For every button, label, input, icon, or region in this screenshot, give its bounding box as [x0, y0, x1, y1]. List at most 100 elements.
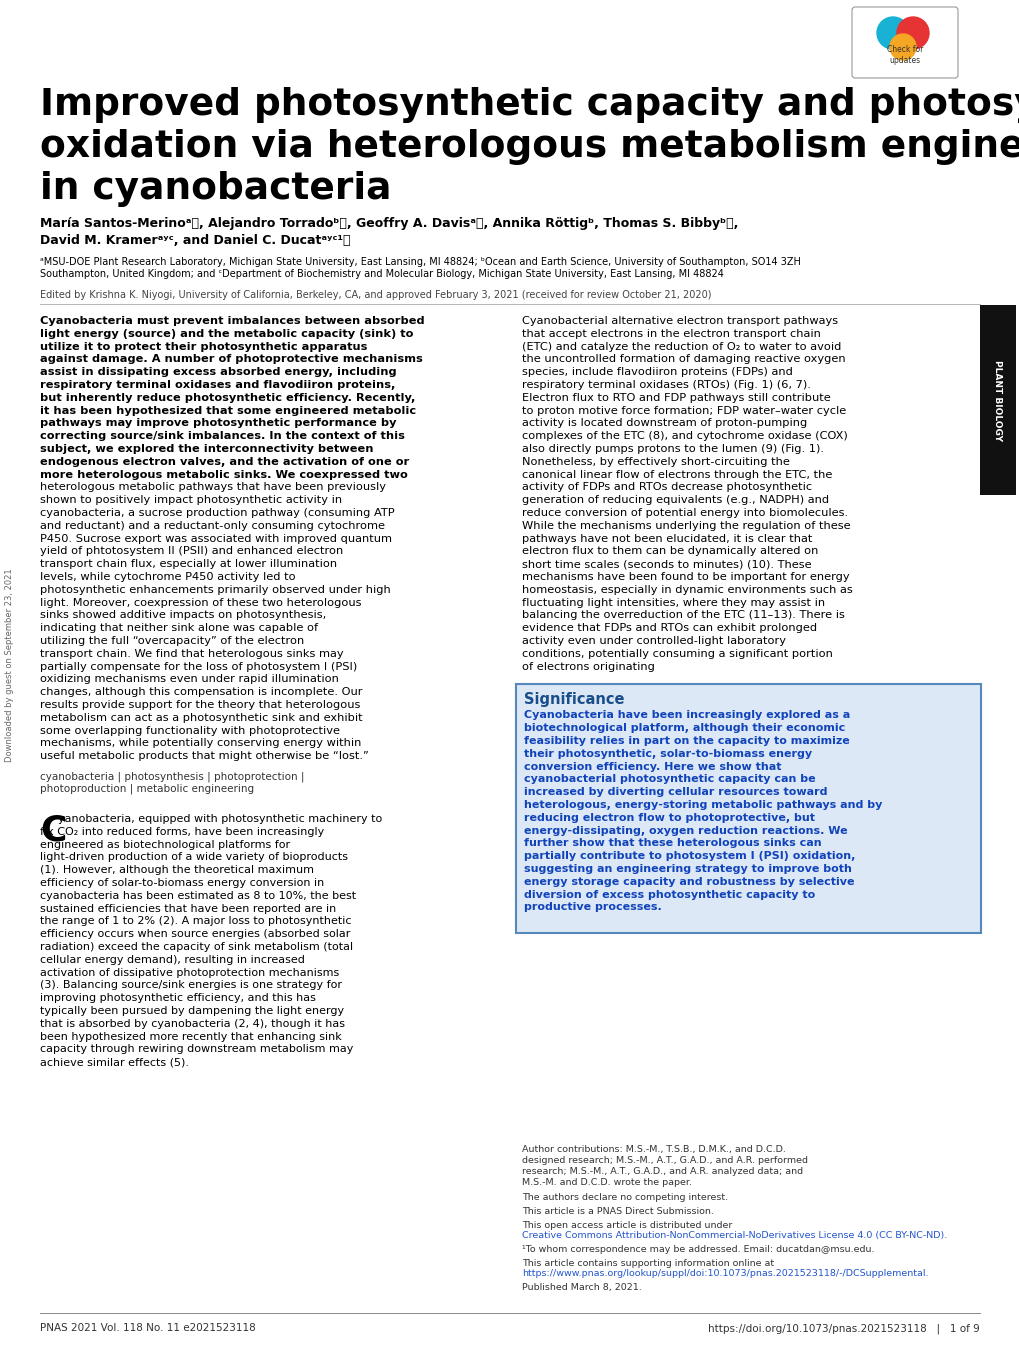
- Text: against damage. A number of photoprotective mechanisms: against damage. A number of photoprotect…: [40, 355, 422, 364]
- Text: cyanobacteria | photosynthesis | photoprotection |: cyanobacteria | photosynthesis | photopr…: [40, 773, 305, 782]
- Text: shown to positively impact photosynthetic activity in: shown to positively impact photosyntheti…: [40, 495, 341, 505]
- Text: research; M.S.-M., A.T., G.A.D., and A.R. analyzed data; and: research; M.S.-M., A.T., G.A.D., and A.R…: [522, 1167, 802, 1177]
- Text: mechanisms, while potentially conserving energy within: mechanisms, while potentially conserving…: [40, 738, 361, 748]
- Text: utilize it to protect their photosynthetic apparatus: utilize it to protect their photosynthet…: [40, 341, 367, 352]
- Text: biotechnological platform, although their economic: biotechnological platform, although thei…: [524, 723, 845, 733]
- Text: balancing the overreduction of the ETC (11–13). There is: balancing the overreduction of the ETC (…: [522, 610, 844, 621]
- Text: to proton motive force formation; FDP water–water cycle: to proton motive force formation; FDP wa…: [522, 405, 846, 415]
- Text: Published March 8, 2021.: Published March 8, 2021.: [522, 1283, 641, 1293]
- Text: more heterologous metabolic sinks. We coexpressed two: more heterologous metabolic sinks. We co…: [40, 470, 408, 479]
- Text: useful metabolic products that might otherwise be “lost.”: useful metabolic products that might oth…: [40, 751, 369, 762]
- Text: Creative Commons Attribution-NonCommercial-NoDerivatives License 4.0 (CC BY-NC-N: Creative Commons Attribution-NonCommerci…: [522, 1231, 947, 1239]
- Text: oxidizing mechanisms even under rapid illumination: oxidizing mechanisms even under rapid il…: [40, 674, 338, 684]
- Text: it has been hypothesized that some engineered metabolic: it has been hypothesized that some engin…: [40, 405, 416, 415]
- Text: but inherently reduce photosynthetic efficiency. Recently,: but inherently reduce photosynthetic eff…: [40, 393, 415, 403]
- Text: metabolism can act as a photosynthetic sink and exhibit: metabolism can act as a photosynthetic s…: [40, 713, 363, 723]
- FancyBboxPatch shape: [851, 7, 957, 78]
- Text: the range of 1 to 2% (2). A major loss to photosynthetic: the range of 1 to 2% (2). A major loss t…: [40, 916, 352, 927]
- Circle shape: [890, 34, 915, 60]
- Text: María Santos-Merinoᵃⓘ, Alejandro Torradoᵇⓘ, Geoffry A. Davisᵃⓘ, Annika Röttigᵇ, : María Santos-Merinoᵃⓘ, Alejandro Torrado…: [40, 217, 738, 229]
- Text: The authors declare no competing interest.: The authors declare no competing interes…: [522, 1193, 728, 1203]
- Text: Author contributions: M.S.-M., T.S.B., D.M.K., and D.C.D.: Author contributions: M.S.-M., T.S.B., D…: [522, 1145, 785, 1153]
- Text: cyanobacteria has been estimated as 8 to 10%, the best: cyanobacteria has been estimated as 8 to…: [40, 891, 356, 901]
- Text: and reductant) and a reductant-only consuming cytochrome: and reductant) and a reductant-only cons…: [40, 521, 384, 531]
- Text: Downloaded by guest on September 23, 2021: Downloaded by guest on September 23, 202…: [5, 568, 14, 762]
- Text: changes, although this compensation is incomplete. Our: changes, although this compensation is i…: [40, 687, 362, 698]
- Text: While the mechanisms underlying the regulation of these: While the mechanisms underlying the regu…: [522, 521, 850, 531]
- Text: respiratory terminal oxidases and flavodiiron proteins,: respiratory terminal oxidases and flavod…: [40, 379, 395, 390]
- Bar: [979, 304, 1015, 495]
- Text: been hypothesized more recently that enhancing sink: been hypothesized more recently that enh…: [40, 1032, 341, 1041]
- Text: conditions, potentially consuming a significant portion: conditions, potentially consuming a sign…: [522, 648, 833, 659]
- Text: suggesting an engineering strategy to improve both: suggesting an engineering strategy to im…: [524, 864, 851, 874]
- Text: ¹To whom correspondence may be addressed. Email: ducatdan@msu.edu.: ¹To whom correspondence may be addressed…: [522, 1245, 873, 1254]
- Text: efficiency of solar-to-biomass energy conversion in: efficiency of solar-to-biomass energy co…: [40, 878, 324, 889]
- Text: the uncontrolled formation of damaging reactive oxygen: the uncontrolled formation of damaging r…: [522, 355, 845, 364]
- Text: Improved photosynthetic capacity and photosystem I: Improved photosynthetic capacity and pho…: [40, 87, 1019, 123]
- Circle shape: [876, 16, 908, 49]
- Text: (ETC) and catalyze the reduction of O₂ to water to avoid: (ETC) and catalyze the reduction of O₂ t…: [522, 341, 841, 352]
- Circle shape: [896, 16, 928, 49]
- Text: Edited by Krishna K. Niyogi, University of California, Berkeley, CA, and approve: Edited by Krishna K. Niyogi, University …: [40, 289, 711, 300]
- Text: also directly pumps protons to the lumen (9) (Fig. 1).: also directly pumps protons to the lumen…: [522, 444, 823, 455]
- Text: cyanobacterial photosynthetic capacity can be: cyanobacterial photosynthetic capacity c…: [524, 774, 815, 785]
- Text: efficiency occurs when source energies (absorbed solar: efficiency occurs when source energies (…: [40, 930, 351, 939]
- Text: energy-dissipating, oxygen reduction reactions. We: energy-dissipating, oxygen reduction rea…: [524, 826, 847, 835]
- Text: engineered as biotechnological platforms for: engineered as biotechnological platforms…: [40, 839, 289, 849]
- Text: Electron flux to RTO and FDP pathways still contribute: Electron flux to RTO and FDP pathways st…: [522, 393, 829, 403]
- Text: Cyanobacteria must prevent imbalances between absorbed: Cyanobacteria must prevent imbalances be…: [40, 317, 424, 326]
- Text: generation of reducing equivalents (e.g., NADPH) and: generation of reducing equivalents (e.g.…: [522, 495, 828, 505]
- Text: https://doi.org/10.1073/pnas.2021523118   |   1 of 9: https://doi.org/10.1073/pnas.2021523118 …: [707, 1323, 979, 1334]
- Text: (1). However, although the theoretical maximum: (1). However, although the theoretical m…: [40, 865, 314, 875]
- Text: productive processes.: productive processes.: [524, 902, 661, 912]
- Text: transport chain. We find that heterologous sinks may: transport chain. We find that heterologo…: [40, 648, 343, 659]
- Text: short time scales (seconds to minutes) (10). These: short time scales (seconds to minutes) (…: [522, 560, 811, 569]
- Text: transport chain flux, especially at lower illumination: transport chain flux, especially at lowe…: [40, 560, 337, 569]
- Text: electron flux to them can be dynamically altered on: electron flux to them can be dynamically…: [522, 546, 817, 557]
- Text: Southampton, United Kingdom; and ᶜDepartment of Biochemistry and Molecular Biolo: Southampton, United Kingdom; and ᶜDepart…: [40, 269, 723, 278]
- Text: in cyanobacteria: in cyanobacteria: [40, 171, 391, 207]
- Text: diversion of excess photosynthetic capacity to: diversion of excess photosynthetic capac…: [524, 890, 814, 900]
- Text: Cyanobacterial alternative electron transport pathways: Cyanobacterial alternative electron tran…: [522, 317, 838, 326]
- Text: activity even under controlled-light laboratory: activity even under controlled-light lab…: [522, 636, 786, 646]
- Text: improving photosynthetic efficiency, and this has: improving photosynthetic efficiency, and…: [40, 994, 316, 1003]
- Text: PNAS 2021 Vol. 118 No. 11 e2021523118: PNAS 2021 Vol. 118 No. 11 e2021523118: [40, 1323, 256, 1334]
- Text: This article is a PNAS Direct Submission.: This article is a PNAS Direct Submission…: [522, 1207, 713, 1216]
- Text: utilizing the full “overcapacity” of the electron: utilizing the full “overcapacity” of the…: [40, 636, 304, 646]
- Text: Cyanobacteria have been increasingly explored as a: Cyanobacteria have been increasingly exp…: [524, 710, 850, 721]
- Text: activity is located downstream of proton-pumping: activity is located downstream of proton…: [522, 419, 806, 429]
- Text: fluctuating light intensities, where they may assist in: fluctuating light intensities, where the…: [522, 598, 824, 607]
- Text: yield of phtotosystem II (PSII) and enhanced electron: yield of phtotosystem II (PSII) and enha…: [40, 546, 343, 557]
- Text: mechanisms have been found to be important for energy: mechanisms have been found to be importa…: [522, 572, 849, 581]
- Text: cellular energy demand), resulting in increased: cellular energy demand), resulting in in…: [40, 954, 305, 965]
- Text: increased by diverting cellular resources toward: increased by diverting cellular resource…: [524, 788, 826, 797]
- Text: canonical linear flow of electrons through the ETC, the: canonical linear flow of electrons throu…: [522, 470, 832, 479]
- Text: light-driven production of a wide variety of bioproducts: light-driven production of a wide variet…: [40, 852, 347, 863]
- Text: partially compensate for the loss of photosystem I (PSI): partially compensate for the loss of pho…: [40, 662, 357, 672]
- Text: some overlapping functionality with photoprotective: some overlapping functionality with phot…: [40, 726, 339, 736]
- Text: activation of dissipative photoprotection mechanisms: activation of dissipative photoprotectio…: [40, 968, 339, 977]
- Text: capacity through rewiring downstream metabolism may: capacity through rewiring downstream met…: [40, 1044, 353, 1054]
- Text: achieve similar effects (5).: achieve similar effects (5).: [40, 1058, 189, 1067]
- Text: photosynthetic enhancements primarily observed under high: photosynthetic enhancements primarily ob…: [40, 584, 390, 595]
- Text: further show that these heterologous sinks can: further show that these heterologous sin…: [524, 838, 821, 849]
- Text: reducing electron flow to photoprotective, but: reducing electron flow to photoprotectiv…: [524, 812, 814, 823]
- Text: radiation) exceed the capacity of sink metabolism (total: radiation) exceed the capacity of sink m…: [40, 942, 353, 951]
- Text: C: C: [40, 814, 66, 848]
- Text: designed research; M.S.-M., A.T., G.A.D., and A.R. performed: designed research; M.S.-M., A.T., G.A.D.…: [522, 1156, 807, 1164]
- Text: M.S.-M. and D.C.D. wrote the paper.: M.S.-M. and D.C.D. wrote the paper.: [522, 1178, 691, 1188]
- Text: endogenous electron valves, and the activation of one or: endogenous electron valves, and the acti…: [40, 457, 409, 467]
- Text: cyanobacteria, a sucrose production pathway (consuming ATP: cyanobacteria, a sucrose production path…: [40, 508, 394, 517]
- Text: conversion efficiency. Here we show that: conversion efficiency. Here we show that: [524, 762, 781, 771]
- Text: pathways may improve photosynthetic performance by: pathways may improve photosynthetic perf…: [40, 419, 396, 429]
- Text: Significance: Significance: [524, 692, 624, 707]
- Text: (3). Balancing source/sink energies is one strategy for: (3). Balancing source/sink energies is o…: [40, 980, 341, 991]
- Text: photoproduction | metabolic engineering: photoproduction | metabolic engineering: [40, 784, 254, 794]
- Text: David M. Kramerᵃʸᶜ, and Daniel C. Ducatᵃʸᶜ¹ⓘ: David M. Kramerᵃʸᶜ, and Daniel C. Ducatᵃ…: [40, 233, 351, 247]
- Text: yanobacteria, equipped with photosynthetic machinery to: yanobacteria, equipped with photosynthet…: [58, 814, 382, 824]
- Text: feasibility relies in part on the capacity to maximize: feasibility relies in part on the capaci…: [524, 736, 849, 747]
- Text: Nonetheless, by effectively short-circuiting the: Nonetheless, by effectively short-circui…: [522, 457, 789, 467]
- Text: activity of FDPs and RTOs decrease photosynthetic: activity of FDPs and RTOs decrease photo…: [522, 482, 811, 493]
- Text: of electrons originating: of electrons originating: [522, 662, 654, 672]
- Text: PLANT BIOLOGY: PLANT BIOLOGY: [993, 359, 1002, 441]
